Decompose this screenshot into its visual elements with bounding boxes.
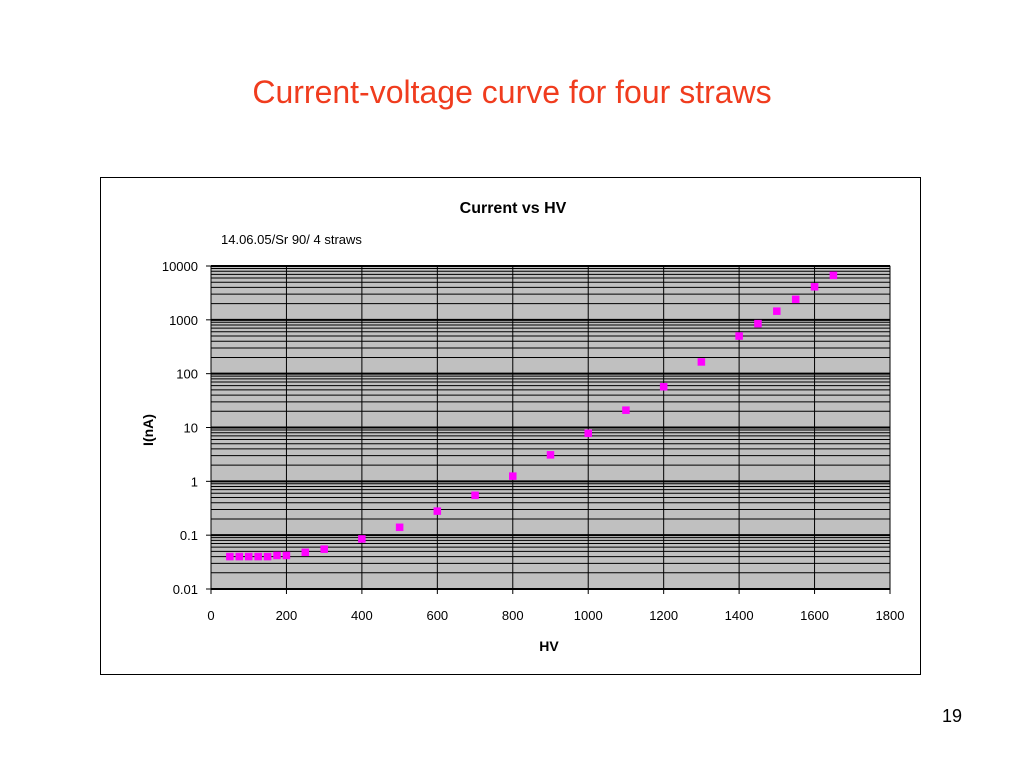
x-tick-label: 800	[502, 608, 524, 623]
data-point	[395, 523, 404, 532]
data-point	[471, 491, 479, 500]
data-point	[235, 552, 244, 561]
x-tick-label: 1200	[649, 608, 678, 623]
major-gridlines	[211, 265, 891, 590]
y-tick-label: 10000	[162, 259, 198, 274]
x-tick-label: 400	[351, 608, 373, 623]
data-point	[829, 271, 838, 280]
y-axis-label: I(nA)	[140, 414, 156, 446]
y-axis-ticks: 0.01 0.1 1 10 100 1000 10000	[162, 259, 211, 597]
data-point	[263, 552, 272, 561]
chart-subtitle: 14.06.05/Sr 90/ 4 straws	[221, 232, 362, 247]
y-tick-label: 10	[184, 421, 198, 436]
x-tick-label: 0	[207, 608, 214, 623]
data-point	[546, 451, 555, 459]
y-tick-label: 0.1	[180, 528, 198, 543]
x-tick-label: 600	[426, 608, 448, 623]
data-point	[659, 383, 668, 391]
y-tick-label: 1000	[169, 313, 198, 328]
data-point	[433, 507, 442, 515]
data-point	[301, 548, 310, 557]
x-tick-label: 1600	[800, 608, 829, 623]
x-tick-label: 200	[276, 608, 298, 623]
data-point	[584, 429, 592, 438]
data-point	[773, 307, 781, 315]
data-point	[735, 332, 743, 340]
x-tick-label: 1800	[876, 608, 905, 623]
chart-frame: 0.01 0.1 1 10 100 1000 10000 0 200 400 600 800 1000…	[100, 177, 921, 675]
x-tick-label: 1000	[574, 608, 603, 623]
x-axis-label: HV	[539, 638, 559, 654]
data-point	[509, 472, 517, 480]
data-point	[622, 406, 630, 414]
y-tick-label: 1	[191, 474, 198, 489]
data-point	[697, 358, 706, 366]
data-points	[226, 271, 838, 561]
x-tick-label: 1400	[725, 608, 754, 623]
minor-gridlines	[211, 267, 890, 574]
data-point	[791, 295, 800, 304]
chart-title: Current vs HV	[460, 200, 567, 217]
data-point	[254, 552, 262, 561]
x-axis-ticks: 0 200 400 600 800 1000 1200 1400 1600 1800	[207, 589, 904, 623]
slide-title: Current-voltage curve for four straws	[252, 74, 772, 110]
data-point	[320, 545, 328, 553]
data-point	[810, 283, 819, 291]
data-point	[244, 552, 253, 561]
y-tick-label: 0.01	[173, 582, 198, 597]
data-point	[226, 552, 234, 561]
data-point	[282, 551, 291, 560]
page-number: 19	[941, 706, 962, 726]
data-point	[358, 535, 366, 543]
data-point	[273, 551, 281, 560]
chart-svg: 0.01 0.1 1 10 100 1000 10000 0 200 400 600 800 1000…	[140, 200, 904, 654]
data-point	[754, 319, 762, 328]
y-tick-label: 100	[176, 367, 198, 382]
